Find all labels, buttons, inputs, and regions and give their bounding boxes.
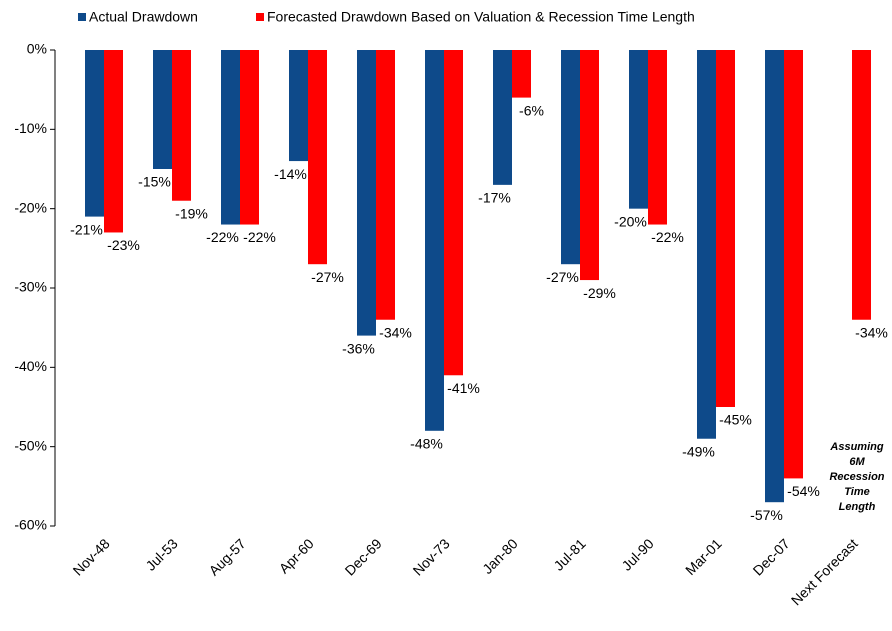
annotation: Assuming 6M Recession Time Length <box>829 441 885 513</box>
data-label: -29% <box>583 285 616 301</box>
bar <box>289 50 308 162</box>
bar <box>444 50 463 376</box>
x-tick-label: Jan-80 <box>479 535 521 577</box>
bar <box>153 50 172 169</box>
data-label: -34% <box>855 324 888 340</box>
x-tick-label: Dec-07 <box>750 535 793 578</box>
x-tick-label: Jul-81 <box>550 535 588 573</box>
bar <box>425 50 444 431</box>
bar <box>376 50 395 320</box>
data-label: -49% <box>682 443 715 459</box>
data-label: -41% <box>447 380 480 396</box>
bar <box>172 50 191 201</box>
bar <box>240 50 259 225</box>
x-tick-label: Jul-90 <box>618 535 656 573</box>
bar <box>493 50 512 185</box>
bar <box>765 50 784 503</box>
bar <box>85 50 104 217</box>
data-label: -57% <box>750 507 783 523</box>
x-tick-label: Nov-73 <box>410 535 453 578</box>
bar <box>852 50 871 320</box>
data-label: -6% <box>519 102 544 118</box>
x-tick-label: Next Forecast <box>788 535 861 608</box>
data-label: -27% <box>546 269 579 285</box>
data-label: -54% <box>787 483 820 499</box>
bar <box>580 50 599 281</box>
data-label: -17% <box>478 190 511 206</box>
bar <box>104 50 123 233</box>
bar <box>561 50 580 265</box>
y-tick-label: -20% <box>14 199 47 215</box>
legend-swatch <box>78 13 86 21</box>
bar <box>221 50 240 225</box>
bar <box>308 50 327 265</box>
data-label: -36% <box>342 340 375 356</box>
x-tick-label: Aug-57 <box>205 535 248 578</box>
data-label: -22% <box>206 229 239 245</box>
data-label: -20% <box>614 213 647 229</box>
x-tick-label: Apr-60 <box>276 535 317 576</box>
bar <box>629 50 648 209</box>
data-label: -23% <box>107 237 140 253</box>
data-label: -15% <box>138 174 171 190</box>
y-tick-label: -40% <box>14 358 47 374</box>
y-tick-label: -30% <box>14 279 47 295</box>
data-label: -27% <box>311 269 344 285</box>
data-label: -22% <box>243 229 276 245</box>
x-tick-label: Dec-69 <box>342 535 385 578</box>
x-tick-label: Mar-01 <box>682 535 725 578</box>
data-label: -45% <box>719 412 752 428</box>
legend-label: Actual Drawdown <box>89 9 198 25</box>
bar <box>716 50 735 407</box>
x-tick-label: Nov-48 <box>70 535 113 578</box>
data-label: -14% <box>274 166 307 182</box>
y-tick-label: -10% <box>14 120 47 136</box>
y-tick-label: -50% <box>14 437 47 453</box>
bar <box>784 50 803 479</box>
bar <box>697 50 716 439</box>
x-tick-label: Jul-53 <box>142 535 180 573</box>
y-tick-label: -60% <box>14 517 47 533</box>
legend-swatch <box>256 13 264 21</box>
data-label: -21% <box>70 221 103 237</box>
bar <box>357 50 376 336</box>
data-label: -48% <box>410 436 443 452</box>
legend-label: Forecasted Drawdown Based on Valuation &… <box>267 9 695 25</box>
y-tick-label: 0% <box>27 41 47 57</box>
data-label: -22% <box>651 229 684 245</box>
data-label: -34% <box>379 324 412 340</box>
bar <box>512 50 531 98</box>
bar <box>648 50 667 225</box>
data-label: -19% <box>175 205 208 221</box>
